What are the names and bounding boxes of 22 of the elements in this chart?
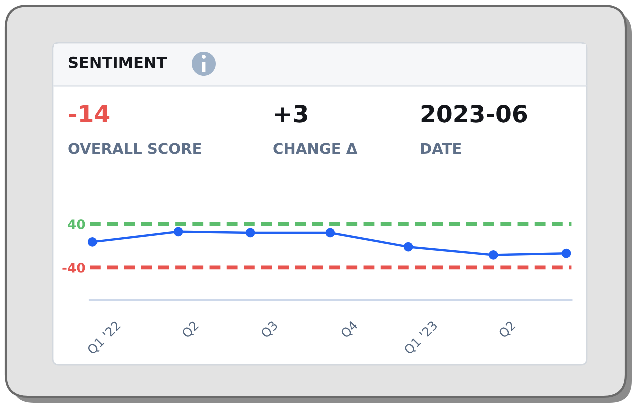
text: -14 xyxy=(69,105,110,123)
x-tick-label: Q3 xyxy=(260,320,280,340)
text: +3 xyxy=(276,104,308,123)
point xyxy=(404,242,414,252)
point xyxy=(174,227,184,237)
x-tick-label: Q4 xyxy=(340,320,360,340)
point xyxy=(246,228,256,238)
text: CHANGE Δ xyxy=(274,143,358,154)
point xyxy=(562,248,572,258)
point xyxy=(326,228,336,238)
y-tick-label: -40 xyxy=(62,262,86,273)
chart-title: SENTIMENT xyxy=(69,56,168,68)
y-tick-label: 40 xyxy=(68,220,86,230)
x-tick-label: Q2 xyxy=(498,320,518,340)
point xyxy=(488,250,498,260)
text: DATE xyxy=(421,143,462,154)
point xyxy=(88,238,98,247)
text: 2023-06 xyxy=(422,104,528,123)
x-tick-label: Q1 '22 xyxy=(86,320,122,356)
x-tick-label: Q1 '23 xyxy=(404,320,440,356)
x-tick-label: Q2 xyxy=(181,320,200,340)
text: OVERALL SCORE xyxy=(68,143,202,154)
